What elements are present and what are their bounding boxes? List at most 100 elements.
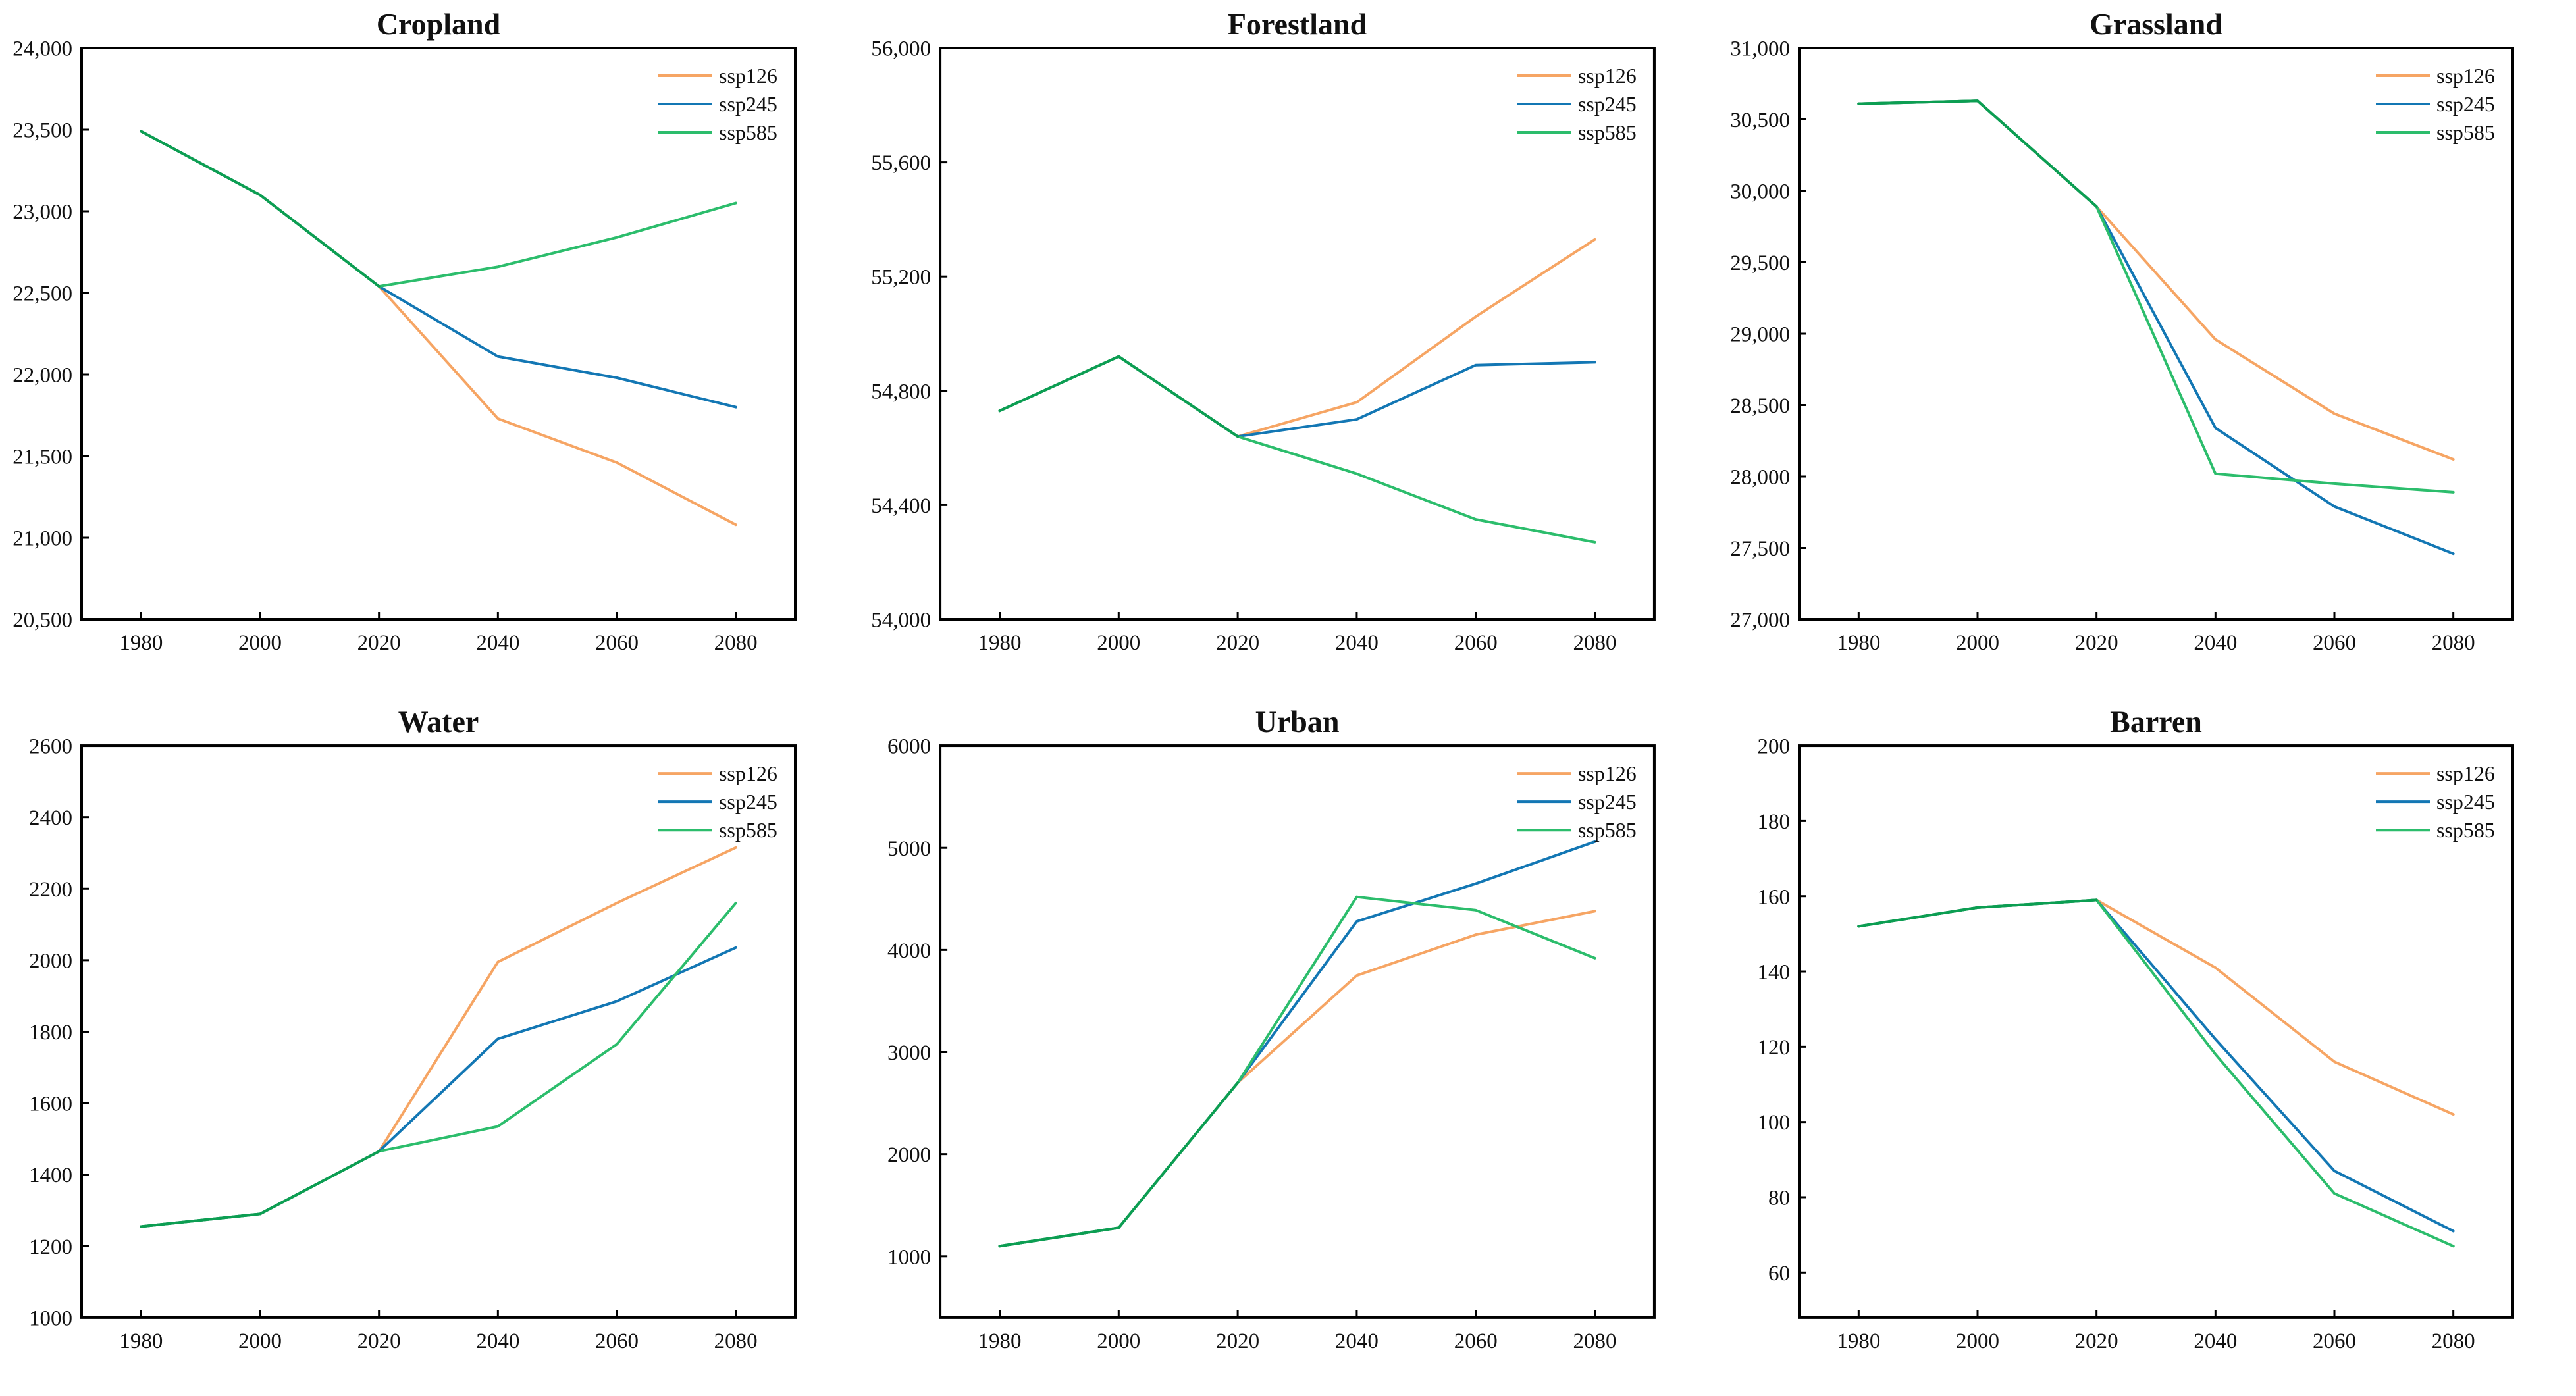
y-axis-tick-label: 30,500 [1730,109,1790,132]
y-axis-tick-label: 80 [1768,1187,1790,1210]
panel-barren: Barren 60 80 100 120 140 160 180 200 1980 2000 2020… [1718,698,2576,1396]
legend-label-ssp126: ssp126 [1578,64,1637,88]
y-axis-tick-label: 1000 [887,1245,931,1269]
series-line-ssp126 [140,846,737,1228]
x-axis-tick-label: 2080 [714,631,758,655]
series-line-ssp126 [1857,898,2455,1116]
chart-grassland: Grassland 27,000 27,500 28,000 28,500 29,000 2… [1730,7,2514,655]
x-axis-tick-label: 1980 [1837,1330,1880,1353]
x-axis-tick-label: 1980 [1837,631,1880,655]
x-axis-tick-label: 2000 [1097,631,1140,655]
series-line-ssp585 [140,130,737,288]
y-axis-tick-label: 120 [1758,1036,1790,1060]
series-line-ssp585 [998,895,1596,1248]
historical-overlap-line [1857,99,2098,208]
legend-label-ssp245: ssp245 [2436,790,2495,814]
historical-overlap-line [998,355,1240,438]
y-axis-tick-label: 54,800 [871,380,931,403]
x-axis-tick-label: 2060 [595,1330,639,1353]
y-axis-tick-label: 28,000 [1730,466,1790,490]
historical-overlap-line [140,1150,381,1228]
series-line-ssp585 [998,355,1596,544]
series-line-ssp245 [140,130,737,409]
y-axis-tick-label: 60 [1768,1262,1790,1285]
panel-forestland: Forestland 54,000 54,400 54,800 55,200 55,600… [858,0,1718,698]
x-axis-tick-label: 2000 [1956,1330,1999,1353]
y-axis-tick-label: 4000 [887,939,931,963]
x-axis-tick-label: 2020 [1216,1330,1259,1353]
chart-cropland: Cropland 20,500 21,000 21,500 22,000 22,500 23… [13,7,797,655]
x-axis-tick-label: 2080 [2432,1330,2475,1353]
y-axis-tick-label: 23,500 [13,119,72,143]
legend-label-ssp245: ssp245 [719,92,777,116]
x-axis-tick-label: 2060 [2313,631,2356,655]
legend-label-ssp585: ssp585 [719,120,777,144]
x-axis-tick-label: 2060 [1454,631,1498,655]
x-axis-tick-label: 2040 [1335,1330,1379,1353]
y-axis-tick-label: 1200 [29,1235,72,1259]
chart-title: Urban [1255,705,1340,738]
y-axis-tick-label: 1600 [29,1093,72,1116]
x-axis-tick-label: 2020 [2075,1330,2118,1353]
x-axis-tick-label: 1980 [119,1330,163,1353]
y-axis-tick-label: 29,000 [1730,323,1790,347]
y-axis-tick-label: 3000 [887,1041,931,1065]
series-line-ssp126 [1857,99,2455,461]
series-line-ssp126 [998,910,1596,1248]
chart-forestland: Forestland 54,000 54,400 54,800 55,200 55,600… [871,7,1656,655]
x-axis-tick-label: 2040 [2194,1330,2237,1353]
y-axis-tick-label: 2000 [29,949,72,973]
series-line-ssp126 [140,130,737,527]
x-axis-tick-label: 2020 [357,631,401,655]
series-line-ssp245 [998,840,1596,1248]
panel-urban: Urban 1000 2000 3000 4000 5000 6000 1980 2000 202… [858,698,1718,1396]
plot-border [80,744,797,1319]
legend-label-ssp585: ssp585 [2436,818,2495,842]
series-line-ssp245 [998,355,1596,438]
y-axis-tick-label: 5000 [887,837,931,861]
legend-label-ssp126: ssp126 [719,64,777,88]
historical-overlap-line [1857,898,2098,928]
legend-label-ssp126: ssp126 [2436,64,2495,88]
y-axis-tick-label: 29,500 [1730,251,1790,275]
x-axis-tick-label: 2060 [1454,1330,1498,1353]
x-axis-tick-label: 2040 [476,631,519,655]
chart-title: Grassland [2090,7,2222,41]
x-axis-tick-label: 2060 [2313,1330,2356,1353]
x-axis-tick-label: 2020 [2075,631,2118,655]
y-axis-tick-label: 140 [1758,961,1790,985]
chart-title: Barren [2110,705,2202,738]
y-axis-tick-label: 27,000 [1730,609,1790,633]
series-line-ssp126 [998,238,1596,438]
historical-overlap-line [140,130,381,288]
y-axis-tick-label: 28,500 [1730,394,1790,418]
chart-title: Forestland [1228,7,1367,41]
series-line-ssp585 [1857,898,2455,1248]
chart-title: Cropland [377,7,501,41]
y-axis-tick-label: 2600 [29,735,72,759]
plot-border [80,47,797,621]
series-line-ssp585 [1857,99,2455,494]
panel-cropland: Cropland 20,500 21,000 21,500 22,000 22,500 23… [0,0,858,698]
x-axis-tick-label: 2040 [1335,631,1379,655]
y-axis-tick-label: 20,500 [13,609,72,633]
x-axis-tick-label: 2000 [238,1330,282,1353]
series-line-ssp245 [140,946,737,1228]
y-axis-tick-label: 200 [1758,735,1790,759]
chart-water: Water 1000 1200 1400 1600 1800 2000 2200 2400 260… [29,705,797,1353]
x-axis-tick-label: 1980 [978,1330,1021,1353]
legend-label-ssp245: ssp245 [2436,92,2495,116]
y-axis-tick-label: 21,000 [13,527,72,551]
legend-label-ssp126: ssp126 [2436,762,2495,785]
x-axis-tick-label: 2060 [595,631,639,655]
legend-label-ssp585: ssp585 [1578,120,1637,144]
x-axis-tick-label: 2040 [2194,631,2237,655]
legend-label-ssp126: ssp126 [1578,762,1637,785]
y-axis-tick-label: 55,200 [871,266,931,290]
panel-water: Water 1000 1200 1400 1600 1800 2000 2200 2400 260… [0,698,858,1396]
y-axis-tick-label: 6000 [887,735,931,759]
plot-border [939,744,1656,1319]
legend-label-ssp585: ssp585 [1578,818,1637,842]
plot-border [1798,744,2514,1319]
